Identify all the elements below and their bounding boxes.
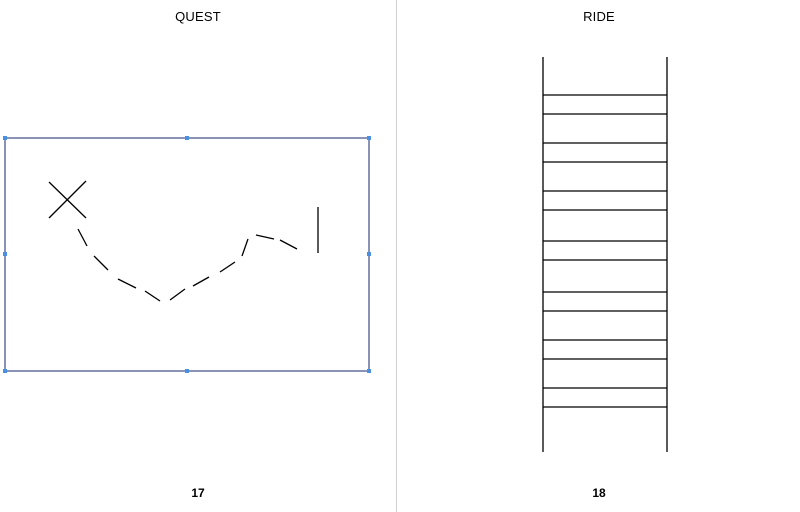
page-quest[interactable]: QUEST <box>0 0 396 512</box>
handle-bottom-left[interactable] <box>3 369 7 373</box>
handle-middle-right[interactable] <box>367 252 371 256</box>
page-ride[interactable]: RIDE 18 <box>398 0 800 512</box>
page-gutter <box>396 0 397 512</box>
handle-top-right[interactable] <box>367 136 371 140</box>
handle-top-middle[interactable] <box>185 136 189 140</box>
handle-bottom-right[interactable] <box>367 369 371 373</box>
page-number: 18 <box>592 486 606 500</box>
page-number: 17 <box>191 486 205 500</box>
handle-middle-left[interactable] <box>3 252 7 256</box>
page-title: RIDE <box>583 9 615 24</box>
x-mark-icon <box>48 180 87 219</box>
dashed-path <box>77 228 298 302</box>
selection-frame[interactable] <box>4 137 370 372</box>
selection-handles[interactable] <box>3 136 371 373</box>
handle-bottom-middle[interactable] <box>185 369 189 373</box>
treasure-map-drawing[interactable] <box>0 0 396 512</box>
page-title: QUEST <box>175 9 221 24</box>
handle-top-left[interactable] <box>3 136 7 140</box>
ladder-drawing[interactable] <box>398 0 800 512</box>
